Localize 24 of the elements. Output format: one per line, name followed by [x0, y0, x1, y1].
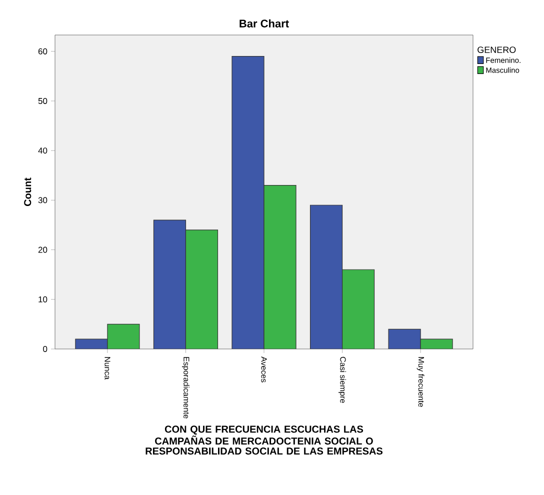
- bar: [342, 270, 374, 349]
- y-tick-label: 20: [38, 246, 48, 253]
- y-tick-label: 0: [43, 346, 48, 352]
- bar: [232, 56, 264, 349]
- x-tick-label: Aveces: [261, 356, 267, 382]
- y-tick-label: 50: [38, 98, 48, 104]
- legend-title: GENERO: [478, 46, 516, 53]
- y-tick-label: 40: [38, 148, 48, 154]
- bar: [107, 324, 140, 349]
- y-tick-label: 30: [38, 197, 48, 204]
- x-tick-label: Nunca: [104, 357, 110, 380]
- bar: [264, 185, 296, 349]
- y-tick-label: 60: [38, 48, 48, 54]
- bar: [154, 220, 186, 349]
- bar: [388, 328, 421, 349]
- bar: [310, 205, 342, 349]
- chart-title: Bar Chart: [240, 19, 289, 28]
- y-axis-title: Count: [24, 178, 32, 206]
- x-axis-title: CON QUE FRECUENCIA ESCUCHAS LAS CAMPAÑAS DE MERCADOCTENIA SOCIAL O RESPONSABILIDAD SOCIAL DE LAS EMPRESAS: [146, 426, 383, 455]
- x-tick-label: Casi siempre: [338, 356, 346, 403]
- x-tick-label: Muy frecuente: [416, 357, 424, 407]
- x-tick-label: Esporadicamente: [182, 357, 190, 418]
- y-tick-label: 10: [38, 296, 48, 302]
- bar: [186, 230, 218, 349]
